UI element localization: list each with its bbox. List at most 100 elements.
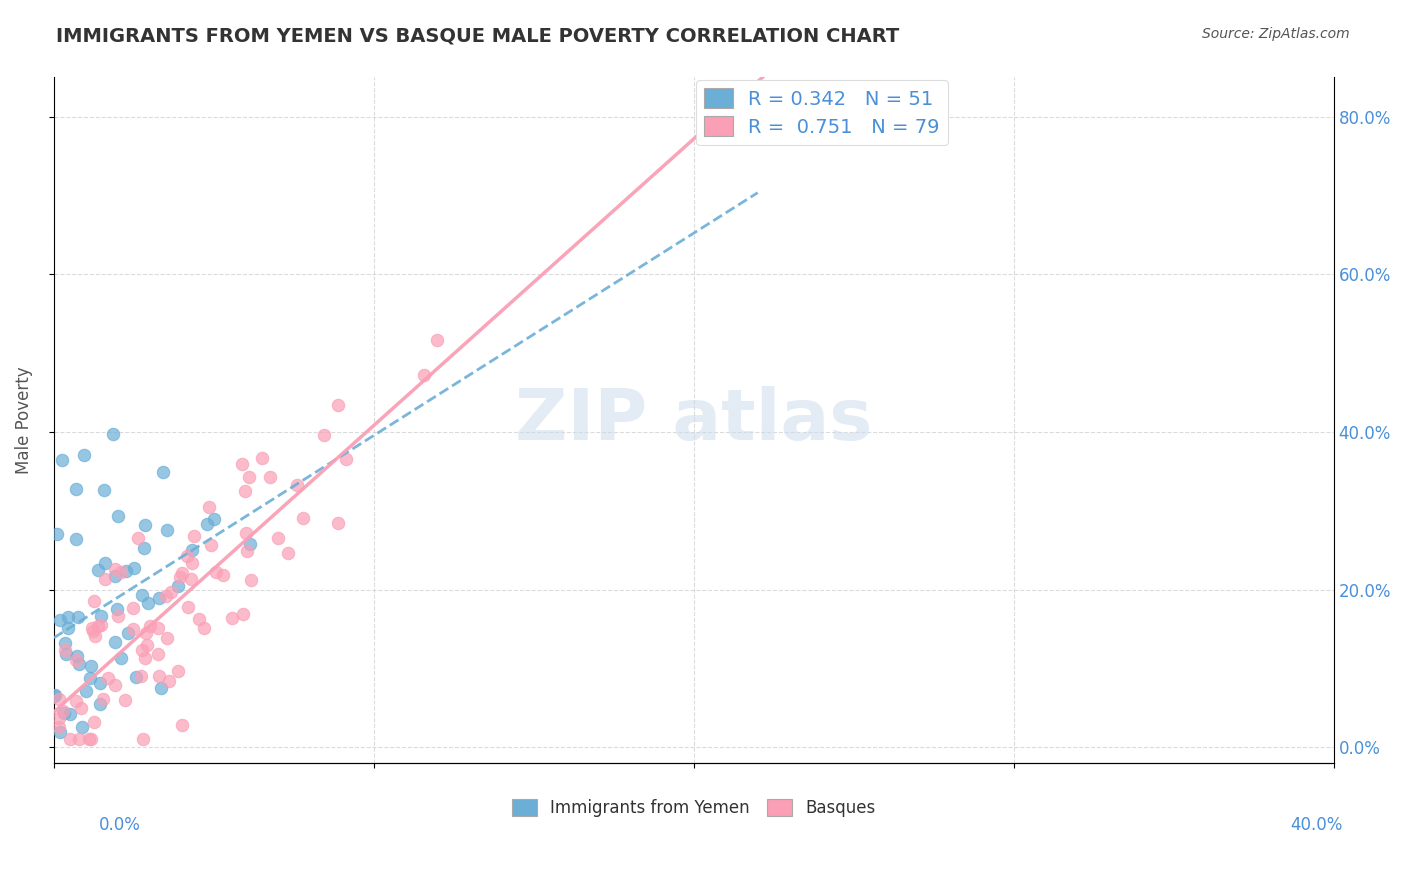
Point (45, 526, 67, 541)
Point (156, 523, 179, 537)
Point (277, 546, 299, 560)
Point (231, 458, 253, 472)
Point (53, 642, 76, 657)
Point (200, 538, 222, 552)
Point (91, 691, 114, 706)
Point (48, 691, 70, 706)
Point (195, 517, 218, 532)
Point (65, 653, 87, 667)
Point (110, 566, 132, 580)
Point (48, 720, 70, 734)
Point (83, 629, 105, 643)
Point (132, 732, 155, 747)
Point (238, 470, 260, 484)
Point (413, 368, 436, 383)
Point (205, 565, 228, 579)
Point (166, 665, 188, 679)
Point (80, 659, 103, 673)
Legend: Immigrants from Yemen, Basques: Immigrants from Yemen, Basques (506, 792, 882, 823)
Point (65, 694, 87, 708)
Point (266, 532, 288, 546)
Point (156, 632, 179, 646)
Point (335, 452, 357, 467)
Point (42, 690, 65, 704)
Text: 0.0%: 0.0% (98, 816, 141, 834)
Point (169, 569, 191, 583)
Point (110, 651, 132, 665)
Point (55, 647, 77, 661)
Point (170, 566, 193, 580)
Point (77, 732, 100, 747)
Point (104, 678, 127, 692)
Point (107, 609, 129, 624)
Point (176, 549, 198, 563)
Point (67, 657, 90, 671)
Point (235, 526, 257, 541)
Point (56, 610, 79, 624)
Point (59, 732, 82, 747)
Point (252, 450, 274, 465)
Point (233, 483, 256, 498)
Point (104, 562, 127, 576)
Point (136, 597, 159, 611)
Point (90, 608, 112, 623)
Point (155, 589, 177, 603)
Point (82, 624, 104, 638)
Point (232, 607, 254, 622)
Point (105, 602, 128, 616)
Text: Source: ZipAtlas.com: Source: ZipAtlas.com (1202, 27, 1350, 41)
Point (239, 537, 262, 551)
Point (136, 638, 159, 652)
Point (193, 621, 215, 635)
Point (129, 669, 152, 683)
Point (167, 579, 190, 593)
Point (240, 573, 263, 587)
Point (152, 465, 174, 479)
Point (426, 333, 449, 347)
Point (198, 500, 221, 514)
Point (157, 674, 180, 689)
Point (159, 585, 181, 599)
Point (285, 478, 308, 492)
Point (135, 625, 157, 640)
Point (148, 669, 170, 683)
Point (48, 613, 70, 627)
Point (180, 557, 202, 571)
Point (312, 427, 335, 442)
Text: ZIP atlas: ZIP atlas (515, 385, 872, 455)
Point (132, 541, 155, 556)
Point (170, 718, 193, 732)
Point (150, 681, 173, 696)
Y-axis label: Male Poverty: Male Poverty (15, 367, 32, 474)
Point (93, 483, 115, 497)
Point (180, 543, 202, 558)
Point (117, 626, 139, 640)
Point (89, 676, 111, 690)
Point (70, 720, 93, 734)
Point (107, 508, 129, 523)
Point (44, 688, 66, 702)
Point (75, 684, 97, 698)
Point (146, 621, 169, 635)
Point (122, 623, 145, 637)
Point (326, 516, 349, 530)
Point (134, 651, 156, 665)
Point (292, 511, 315, 525)
Point (79, 671, 101, 685)
Point (65, 482, 87, 496)
Point (177, 600, 200, 615)
Point (90, 618, 112, 632)
Point (66, 648, 89, 663)
Point (121, 601, 143, 615)
Point (103, 634, 125, 648)
Point (83, 715, 105, 730)
Point (52, 706, 75, 721)
Point (101, 427, 124, 442)
Point (48, 711, 70, 725)
Point (221, 611, 243, 625)
Point (59, 706, 82, 721)
Point (183, 529, 205, 543)
Point (138, 619, 160, 633)
Point (122, 561, 145, 575)
Point (53, 636, 76, 650)
